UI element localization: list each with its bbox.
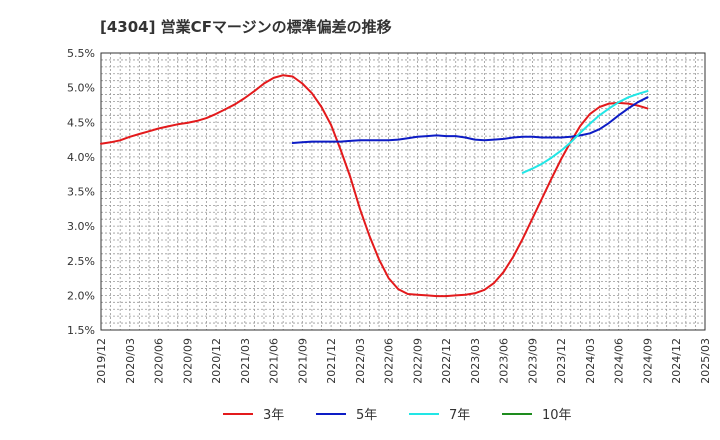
- legend-item: 7年: [409, 408, 470, 423]
- x-tick-label: 2021/06: [268, 338, 281, 384]
- y-tick-label: 3.5%: [67, 186, 95, 199]
- plot-border: [100, 52, 706, 331]
- x-axis: 2019/12 2020/03 2020/06 2020/09 2020/12 2021/…: [95, 338, 712, 384]
- legend: 3年 5年 7年 10年: [223, 408, 572, 423]
- series-line-7年: [521, 90, 649, 174]
- chart-title: [4304] 営業CFマージンの標準偏差の推移: [100, 18, 392, 36]
- x-tick-label: 2020/09: [181, 338, 194, 384]
- x-tick-label: 2024/06: [613, 338, 626, 384]
- x-tick-label: 2024/12: [670, 338, 683, 384]
- x-tick-label: 2020/06: [153, 338, 166, 384]
- x-tick-label: 2022/03: [354, 338, 367, 384]
- x-tick-label: 2023/12: [555, 338, 568, 384]
- x-tick-label: 2023/06: [498, 338, 511, 384]
- y-tick-label: 5.0%: [67, 82, 95, 95]
- x-tick-label: 2021/03: [239, 338, 252, 384]
- x-tick-label: 2025/03: [699, 338, 712, 384]
- series-line-3年: [100, 74, 649, 298]
- series-line-5年: [291, 96, 649, 144]
- y-axis: 1.5% 2.0% 2.5% 3.0% 3.5% 4.0% 4.5% 5.0% 5.5%: [67, 47, 95, 337]
- legend-label: 3年: [263, 408, 284, 423]
- x-tick-label: 2021/12: [325, 338, 338, 384]
- legend-label: 7年: [449, 408, 470, 423]
- legend-item: 10年: [502, 408, 572, 423]
- x-tick-label: 2021/09: [296, 338, 309, 384]
- x-tick-label: 2020/12: [210, 338, 223, 384]
- legend-item: 5年: [316, 408, 377, 423]
- x-tick-label: 2019/12: [95, 338, 108, 384]
- y-tick-label: 5.5%: [67, 47, 95, 60]
- grid: [100, 52, 706, 331]
- y-tick-label: 4.0%: [67, 151, 95, 164]
- x-tick-label: 2023/09: [526, 338, 539, 384]
- x-tick-label: 2024/09: [641, 338, 654, 384]
- legend-item: 3年: [223, 408, 284, 423]
- y-tick-label: 4.5%: [67, 116, 95, 129]
- x-tick-label: 2023/03: [469, 338, 482, 384]
- x-tick-label: 2024/03: [584, 338, 597, 384]
- y-tick-label: 1.5%: [67, 324, 95, 337]
- series-layer: [100, 74, 649, 298]
- y-tick-label: 2.0%: [67, 289, 95, 302]
- x-tick-label: 2022/12: [440, 338, 453, 384]
- y-tick-label: 3.0%: [67, 220, 95, 233]
- x-tick-label: 2022/09: [411, 338, 424, 384]
- legend-label: 5年: [356, 408, 377, 423]
- y-tick-label: 2.5%: [67, 255, 95, 268]
- x-tick-label: 2022/06: [383, 338, 396, 384]
- legend-label: 10年: [542, 408, 572, 423]
- x-tick-label: 2020/03: [124, 338, 137, 384]
